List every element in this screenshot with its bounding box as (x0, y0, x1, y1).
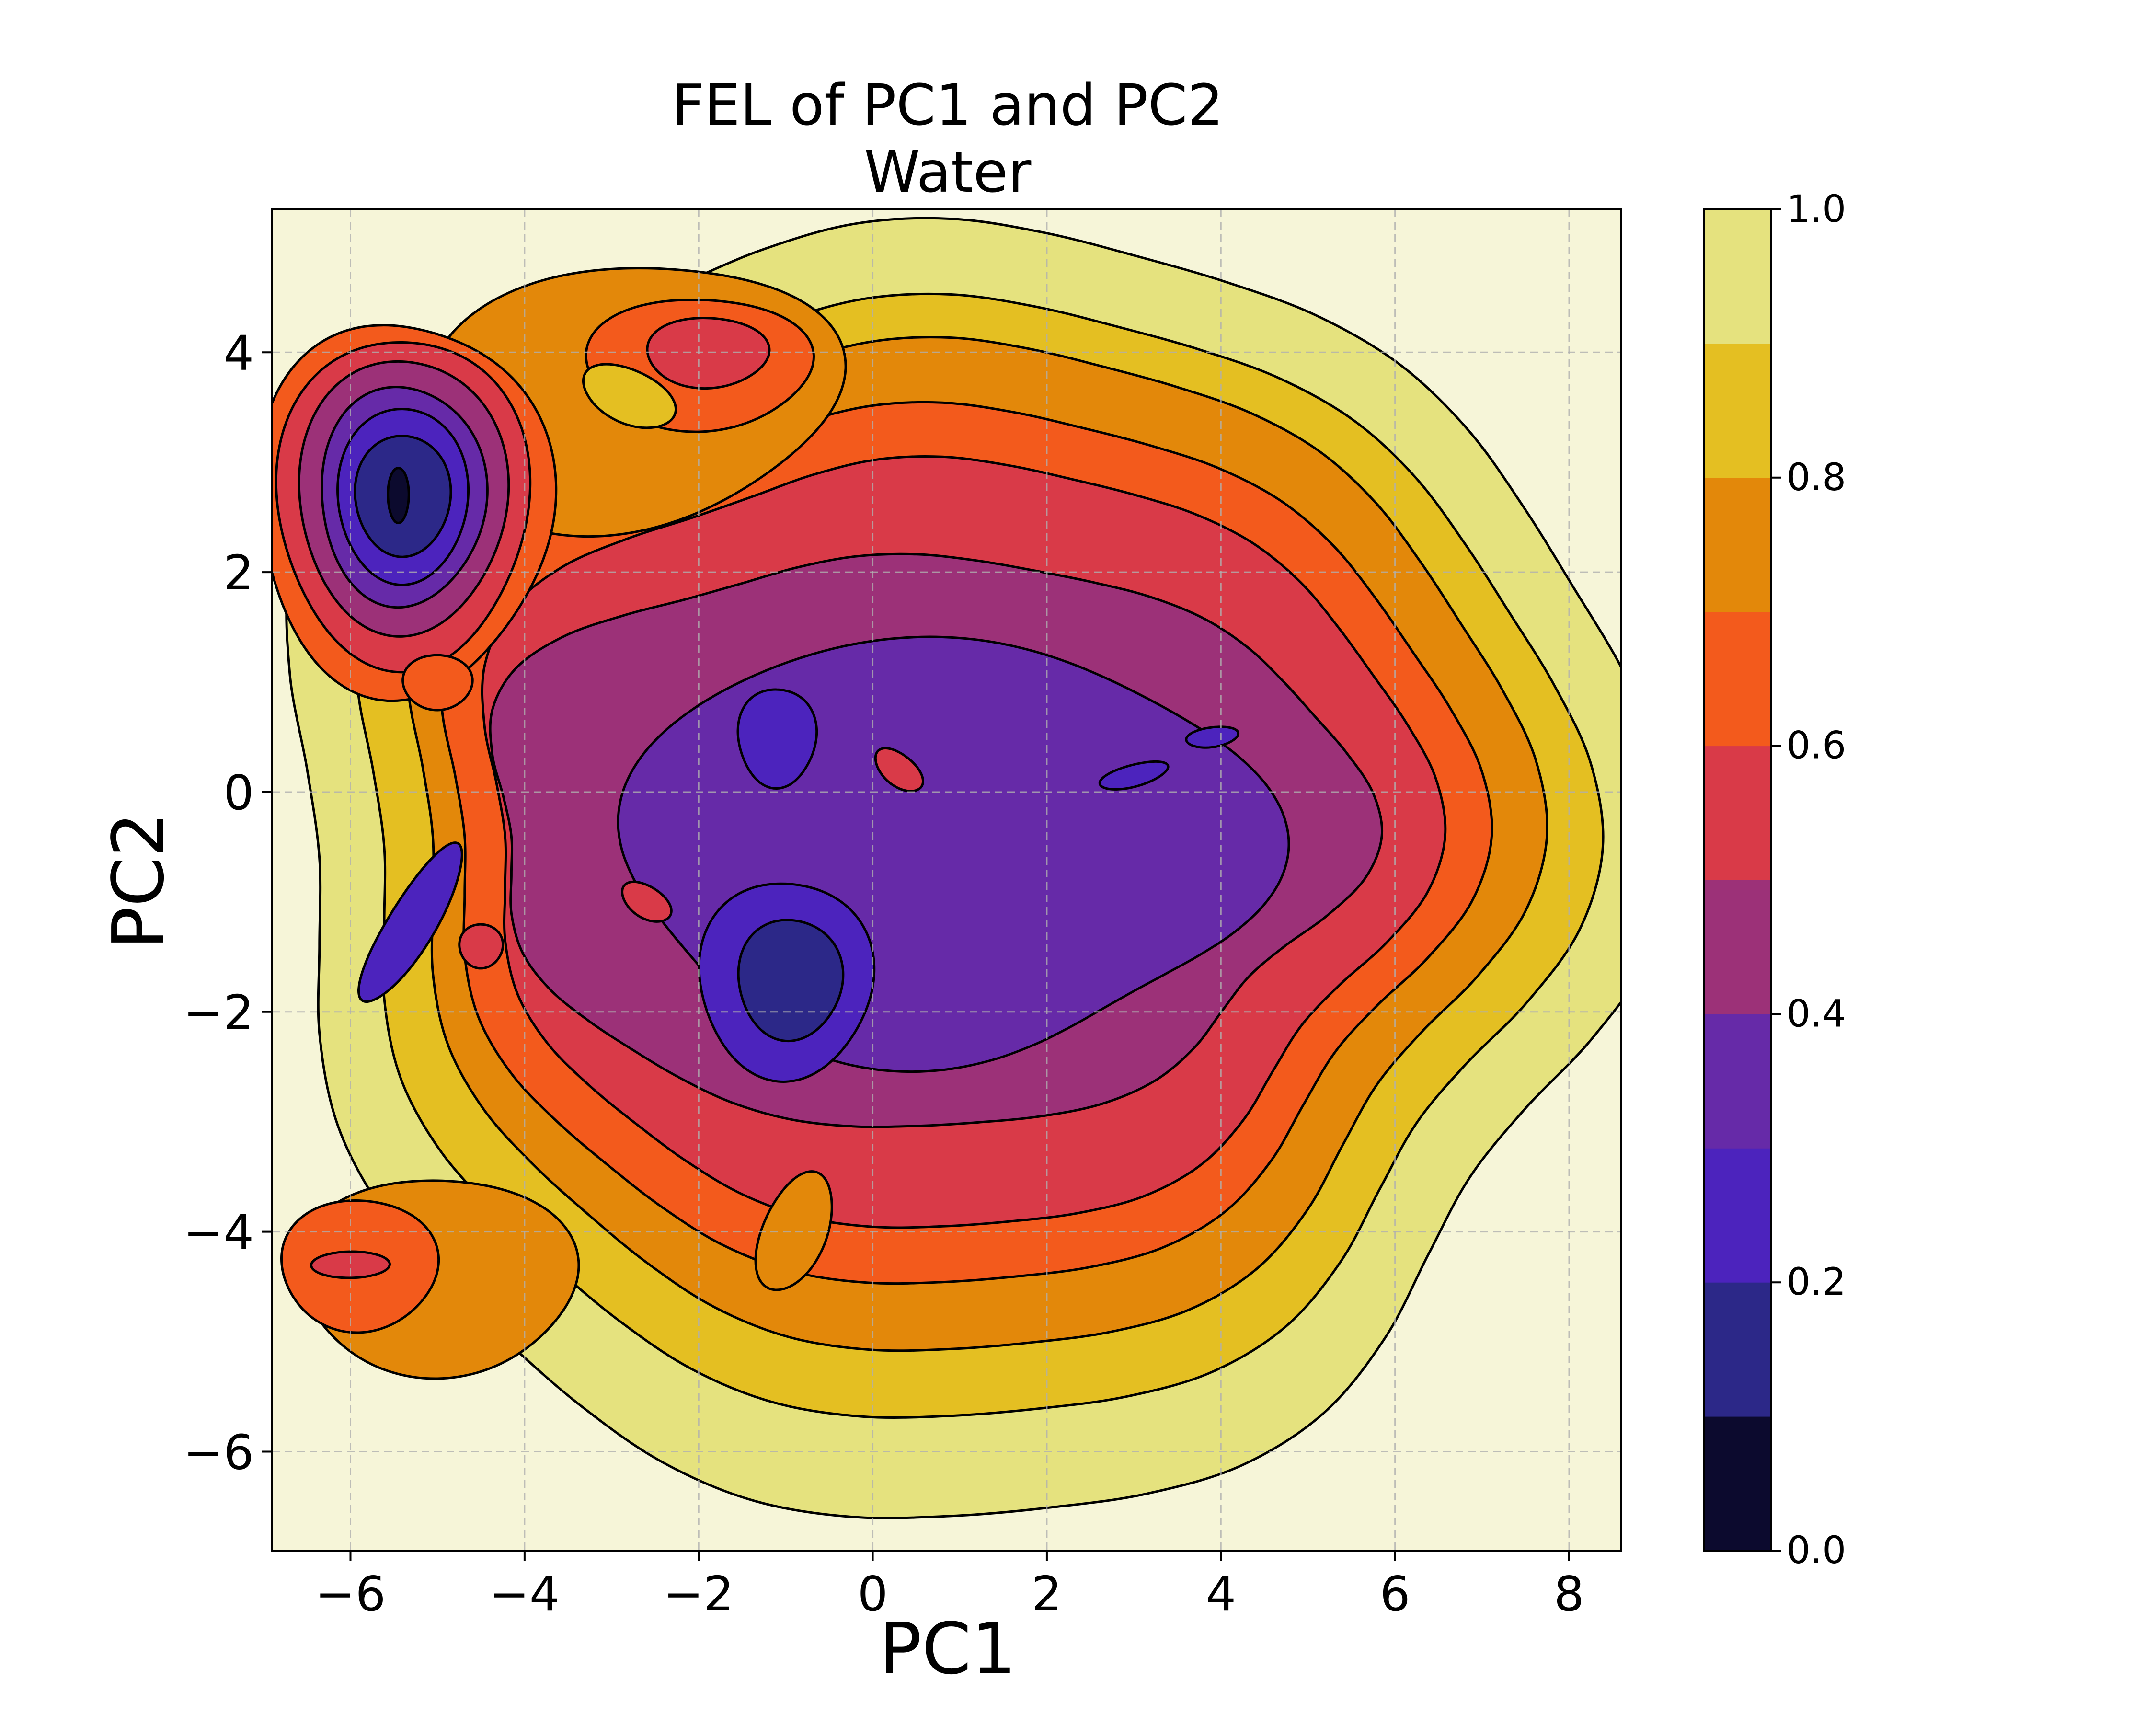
contour-region-29 (401, 654, 474, 712)
colorbar-segment-6 (1704, 611, 1771, 747)
contour-region-27 (621, 880, 673, 923)
contour-region-21 (737, 919, 845, 1043)
colorbar-segment-7 (1704, 477, 1771, 612)
colorbar-segment-8 (1704, 343, 1771, 478)
contour-region-26 (874, 747, 924, 793)
chart-subtitle: Water (864, 139, 1032, 205)
grid-lines (272, 209, 1621, 1551)
contour-region-30 (754, 1170, 833, 1291)
x-axis: −6 −4 −2 0 2 4 6 8 (315, 1551, 1584, 1622)
x-tick-label-6: 6 (1380, 1566, 1411, 1622)
y-tick-label-5: 4 (223, 325, 254, 381)
colorbar: 0.0 0.2 0.4 0.6 0.8 1.0 (1703, 188, 1846, 1572)
y-tick-label-2: −2 (183, 985, 254, 1041)
y-tick-label-3: 0 (223, 765, 254, 821)
colorbar-segment-1 (1704, 1282, 1771, 1417)
colorbar-segment-4 (1704, 880, 1771, 1014)
colorbar-tick-label-5: 1.0 (1787, 188, 1846, 231)
chart-title: FEL of PC1 and PC2 (672, 72, 1223, 138)
x-tick-label-5: 4 (1205, 1566, 1236, 1622)
y-tick-label-4: 2 (223, 545, 254, 601)
colorbar-segment-5 (1704, 746, 1771, 880)
x-tick-label-2: −2 (664, 1566, 734, 1622)
contour-region-24 (1098, 760, 1170, 791)
plot-area (272, 209, 1621, 1551)
y-tick-label-0: −6 (183, 1425, 254, 1481)
y-axis: −6 −4 −2 0 2 4 (183, 325, 272, 1481)
plot-frame (271, 208, 1622, 1552)
y-tick-label-1: −4 (183, 1205, 254, 1261)
colorbar-tick-label-3: 0.6 (1787, 724, 1846, 768)
colorbar-segment-3 (1704, 1014, 1771, 1149)
colorbar-segment-0 (1704, 1416, 1771, 1551)
x-axis-label: PC1 (879, 1608, 1017, 1690)
colorbar-tick-label-2: 0.4 (1787, 992, 1846, 1035)
contour-region-19 (387, 467, 410, 524)
colorbar-frame (1703, 208, 1772, 1552)
colorbar-segment-2 (1704, 1148, 1771, 1283)
contour-region-22 (736, 688, 818, 790)
contour-region-28 (458, 923, 505, 970)
x-tick-label-1: −4 (489, 1566, 560, 1622)
contour-region-25 (1185, 725, 1240, 749)
contour-fills (272, 217, 1621, 1519)
colorbar-tick-label-4: 0.8 (1787, 456, 1846, 499)
x-tick-label-4: 2 (1032, 1566, 1062, 1622)
contour-region-9 (310, 1250, 391, 1279)
colorbar-tick-label-0: 0.0 (1787, 1529, 1846, 1572)
colorbar-segment-9 (1704, 209, 1771, 344)
x-tick-label-3: 0 (858, 1566, 888, 1622)
contour-region-31 (582, 363, 677, 429)
contour-region-23 (357, 841, 463, 1003)
x-tick-label-7: 8 (1554, 1566, 1584, 1622)
y-axis-label: PC2 (97, 812, 180, 950)
x-tick-label-0: −6 (315, 1566, 386, 1622)
colorbar-tick-label-1: 0.2 (1787, 1261, 1846, 1304)
